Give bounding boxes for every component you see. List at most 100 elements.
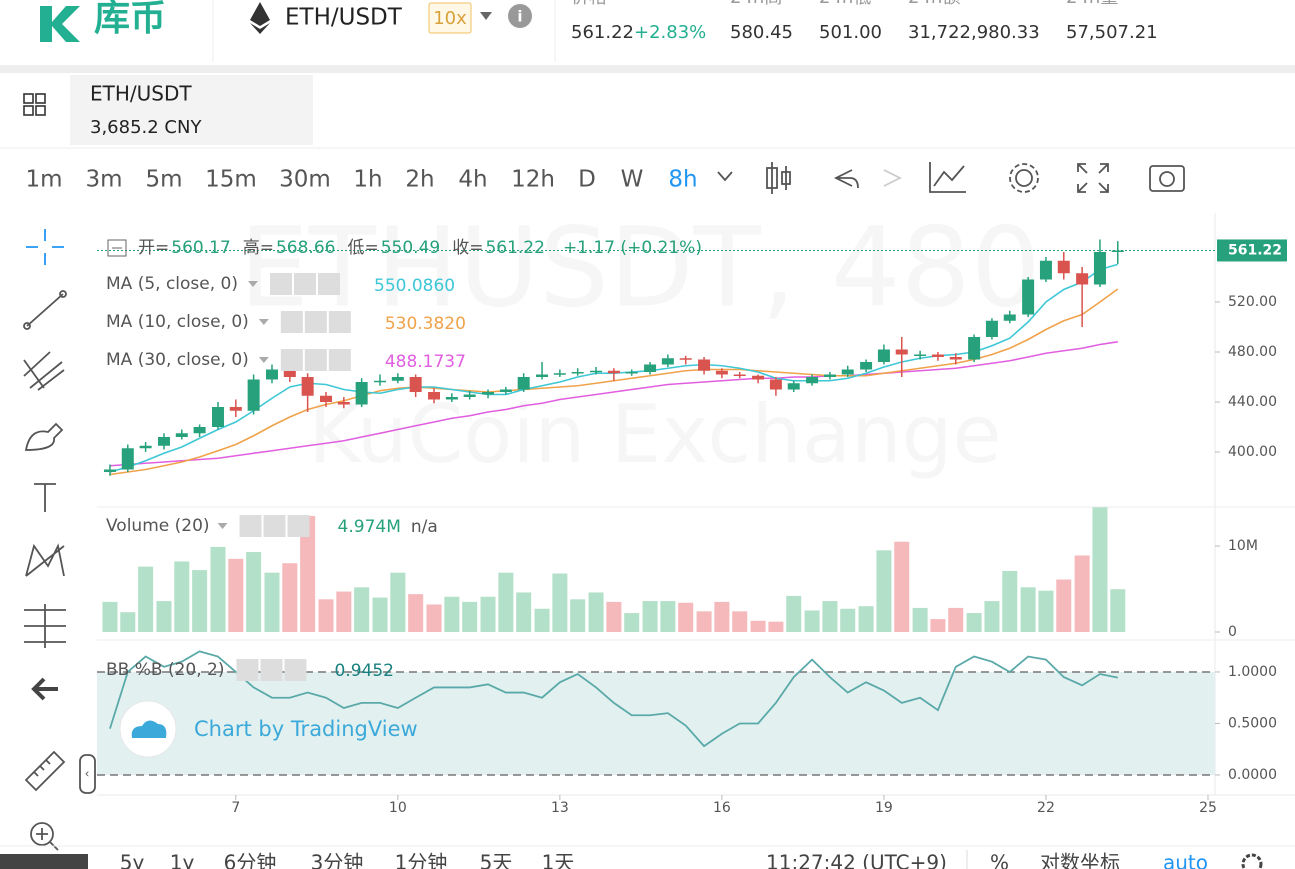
info-icon[interactable]: [508, 4, 532, 28]
interval-dropdown[interactable]: [717, 171, 733, 182]
legend-dropdown[interactable]: [258, 319, 269, 325]
legend-action[interactable]: [294, 273, 316, 295]
range-button[interactable]: 1天: [542, 851, 575, 869]
leverage: 10x: [433, 8, 467, 29]
legend-action[interactable]: [284, 659, 307, 681]
legend-action[interactable]: [304, 349, 327, 371]
dropdown-arrow[interactable]: [480, 12, 492, 20]
range-button[interactable]: 3分钟: [311, 851, 364, 869]
redo-icon[interactable]: [883, 169, 903, 187]
interval-button[interactable]: 2h: [405, 167, 434, 193]
interval-button[interactable]: 5m: [145, 167, 182, 193]
candle-body: [1039, 260, 1052, 280]
screenshot-icon[interactable]: [1149, 165, 1185, 192]
volume-bar: [336, 591, 352, 632]
legend-collapse[interactable]: [107, 239, 127, 257]
log-toggle[interactable]: 对数坐标: [1040, 851, 1120, 869]
legend-action[interactable]: [260, 659, 283, 681]
info-i: i: [517, 8, 522, 26]
candle-body: [787, 383, 800, 390]
pattern-tool[interactable]: [25, 543, 65, 577]
volume-bar: [246, 552, 262, 632]
interval-button[interactable]: 4h: [458, 167, 487, 193]
x-tick-label: 13: [551, 800, 569, 816]
settings-button[interactable]: [1241, 853, 1263, 869]
range-button[interactable]: 5天: [480, 851, 513, 869]
layout-icon[interactable]: [23, 93, 46, 116]
candle-body: [283, 369, 296, 377]
crosshair-tool[interactable]: [26, 229, 64, 265]
collapse-handle[interactable]: [79, 754, 96, 794]
back-tool[interactable]: [31, 677, 58, 701]
zoom-tool[interactable]: [30, 822, 54, 846]
percent-toggle[interactable]: %: [990, 851, 1009, 869]
clock: 11:27:42 (UTC+9): [766, 851, 947, 869]
undo-icon[interactable]: [833, 169, 859, 189]
legend-action[interactable]: [328, 311, 351, 333]
volume-bar: [696, 611, 712, 632]
logo-icon: [40, 6, 80, 42]
x-tick-label: 7: [231, 800, 240, 816]
symbol-box[interactable]: [70, 75, 313, 145]
legend-action[interactable]: [304, 311, 327, 333]
stat-label: 24h低: [819, 0, 871, 8]
fib-tool[interactable]: [23, 351, 65, 391]
legend-action[interactable]: [239, 515, 262, 537]
legend-action[interactable]: [318, 273, 340, 295]
settings-icon[interactable]: [1015, 169, 1033, 187]
range-button[interactable]: 1y: [170, 851, 195, 869]
line-tool[interactable]: [26, 293, 64, 327]
legend-action[interactable]: [280, 311, 303, 333]
candle-body: [985, 320, 998, 337]
range-button[interactable]: 5y: [120, 851, 145, 869]
bottom-tab[interactable]: [0, 854, 88, 869]
pair[interactable]: ETH/USDT: [285, 5, 403, 31]
fullscreen-icon[interactable]: [1077, 163, 1109, 193]
legend-action[interactable]: [270, 273, 292, 295]
volume-bar: [156, 601, 172, 632]
legend-action[interactable]: [328, 349, 351, 371]
ma-legend-value: 530.3820: [385, 314, 466, 334]
interval-button[interactable]: 30m: [279, 167, 331, 193]
brush-tool[interactable]: [24, 422, 64, 451]
volume-bar: [876, 550, 892, 632]
interval-button[interactable]: 1m: [25, 167, 62, 193]
range-button[interactable]: 1分钟: [395, 851, 448, 869]
legend-action[interactable]: [263, 515, 286, 537]
interval-button[interactable]: 15m: [205, 167, 257, 193]
legend-action[interactable]: [236, 659, 259, 681]
legend-dropdown[interactable]: [248, 281, 258, 287]
x-tick-label: 22: [1037, 800, 1055, 816]
legend-action[interactable]: [280, 349, 303, 371]
volume-bar: [1074, 555, 1090, 632]
ruler-tool[interactable]: [24, 750, 66, 792]
candle-type-icon[interactable]: [766, 162, 791, 194]
y-tick-label: 0.5000: [1228, 715, 1277, 731]
interval-button[interactable]: 3m: [85, 167, 122, 193]
interval-button[interactable]: 1h: [353, 167, 382, 193]
volume-bar: [732, 611, 748, 632]
ohlc-value: 568.66: [276, 238, 335, 258]
auto-toggle[interactable]: auto: [1163, 851, 1208, 869]
candle-body: [1111, 250, 1124, 252]
volume-bar: [408, 594, 424, 632]
interval-active[interactable]: 8h: [668, 167, 697, 193]
volume-bar: [804, 610, 820, 632]
chart: ETHUSDT, 480 KuCoin Exchange 7 10 13 16 19 22 25…: [97, 213, 1295, 816]
prediction-tool[interactable]: [24, 604, 66, 648]
candle-body: [679, 358, 692, 360]
text-tool[interactable]: [34, 483, 56, 512]
interval-button[interactable]: W: [621, 167, 644, 193]
candle-body: [193, 427, 206, 434]
legend-dropdown[interactable]: [258, 357, 269, 363]
volume-legend-value: 4.974M: [338, 517, 401, 537]
legend-dropdown[interactable]: [217, 523, 228, 529]
interval-button[interactable]: 12h: [511, 167, 555, 193]
volume-bar: [498, 572, 514, 632]
stat-label: 24h额: [908, 0, 960, 8]
bb-band: [97, 671, 1215, 775]
range-button[interactable]: 6分钟: [224, 851, 277, 869]
legend-action[interactable]: [287, 515, 310, 537]
interval-button[interactable]: D: [578, 167, 596, 193]
indicator-icon[interactable]: [929, 162, 966, 193]
